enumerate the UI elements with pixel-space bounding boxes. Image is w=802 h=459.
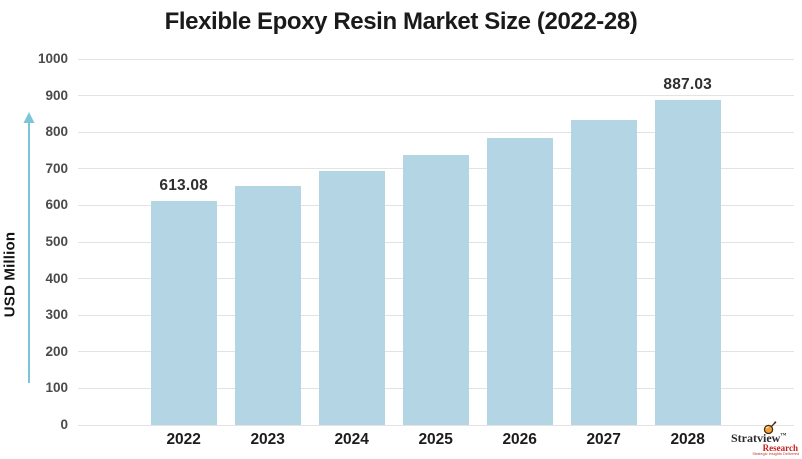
gridline bbox=[78, 131, 794, 133]
magnifier-icon bbox=[763, 421, 777, 435]
y-tick-label: 600 bbox=[45, 197, 68, 213]
y-tick-label: 400 bbox=[45, 270, 68, 286]
x-tick-label: 2024 bbox=[334, 431, 369, 448]
x-tick-label: 2028 bbox=[670, 431, 705, 448]
bar-2022 bbox=[150, 200, 217, 425]
x-tick-label: 2023 bbox=[250, 431, 285, 448]
bar-2023 bbox=[234, 186, 301, 425]
y-tick-label: 1000 bbox=[37, 51, 68, 66]
y-tick-label: 900 bbox=[45, 87, 68, 103]
y-tick-label: 300 bbox=[45, 307, 68, 323]
chart-title: Flexible Epoxy Resin Market Size (2022-2… bbox=[164, 8, 638, 35]
y-tick-label: 700 bbox=[45, 160, 68, 176]
y-tick-label: 0 bbox=[60, 417, 68, 432]
y-tick-label: 200 bbox=[45, 343, 68, 359]
gridline bbox=[78, 424, 794, 426]
y-tick-label: 500 bbox=[45, 234, 68, 249]
bar-value-label: 613.08 bbox=[159, 176, 208, 194]
logo-research-text: Research bbox=[762, 443, 798, 453]
gridline bbox=[78, 58, 794, 60]
x-tick-label: 2027 bbox=[586, 431, 621, 448]
trademark-symbol: ™ bbox=[780, 433, 787, 439]
logo-tagline-text: Strategic Insights Delivered bbox=[752, 452, 799, 456]
bar-2026 bbox=[486, 137, 553, 425]
bar-2024 bbox=[318, 171, 385, 425]
x-tick-label: 2026 bbox=[502, 431, 537, 448]
bar-2028 bbox=[654, 100, 721, 425]
bar-2027 bbox=[570, 119, 637, 425]
x-tick-label: 2025 bbox=[418, 431, 453, 448]
bar-value-label: 887.03 bbox=[663, 76, 712, 94]
y-tick-label: 100 bbox=[45, 380, 68, 396]
stratview-logo: Stratview™ Research Strategic Insights D… bbox=[729, 421, 801, 459]
y-tick-label: 800 bbox=[45, 124, 68, 140]
x-tick-label: 2022 bbox=[166, 431, 201, 448]
gridline bbox=[78, 95, 794, 97]
y-axis-arrow-icon bbox=[23, 112, 35, 383]
logo-brand-text: Stratview™ bbox=[731, 431, 787, 445]
plot-area bbox=[78, 58, 794, 426]
bar-2025 bbox=[402, 155, 469, 425]
